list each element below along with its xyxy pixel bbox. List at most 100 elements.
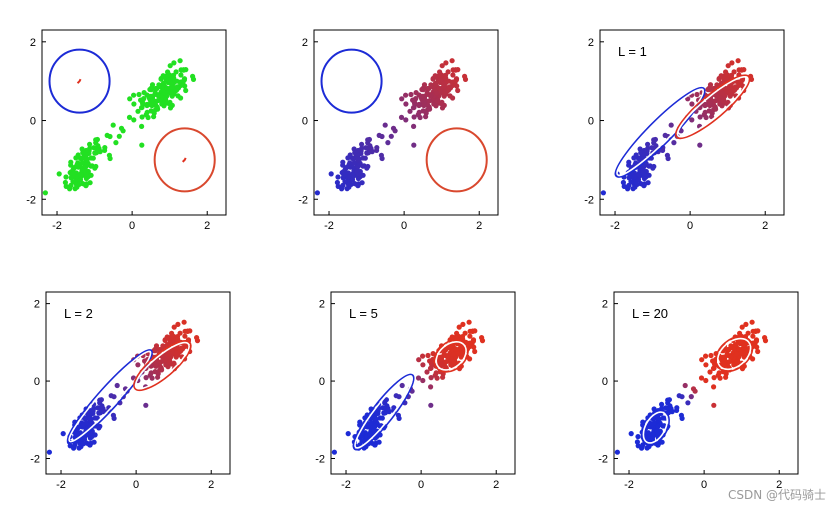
data-point [180, 82, 186, 88]
data-point [725, 99, 731, 105]
data-point [165, 78, 171, 84]
data-point [351, 160, 357, 166]
data-point [703, 377, 709, 384]
data-point [745, 330, 751, 336]
data-point [762, 338, 769, 344]
data-point [631, 155, 637, 161]
data-point [148, 370, 154, 376]
data-point [724, 347, 731, 353]
data-point [162, 98, 168, 104]
data-point [96, 145, 102, 151]
data-point [60, 431, 66, 437]
x-tick-label: 2 [493, 479, 499, 491]
y-tick-label: 2 [34, 299, 40, 311]
data-point [67, 443, 73, 449]
data-point [350, 171, 356, 178]
data-point [717, 101, 723, 107]
data-point [345, 155, 351, 161]
x-tick-label: 0 [701, 479, 707, 491]
data-point [388, 133, 394, 139]
data-point [660, 145, 666, 151]
data-point [171, 360, 177, 366]
data-point [368, 420, 374, 426]
data-point [732, 342, 739, 348]
data-point [614, 449, 621, 455]
data-point [372, 415, 378, 421]
data-point [94, 136, 100, 143]
x-tick-label: 0 [418, 479, 424, 491]
data-point [424, 369, 430, 375]
data-point [750, 333, 756, 339]
data-point [407, 108, 413, 114]
data-point [372, 442, 378, 448]
data-point [626, 182, 632, 188]
watermark: CSDN @代码骑士 [727, 488, 826, 502]
data-point [711, 365, 717, 371]
data-point [662, 132, 668, 138]
data-point [426, 98, 432, 104]
data-point [167, 105, 174, 111]
data-point [143, 402, 149, 408]
data-point [739, 77, 746, 83]
y-tick-label: 2 [30, 37, 36, 49]
data-point [437, 78, 443, 84]
data-point [76, 424, 82, 430]
data-point [83, 155, 89, 161]
data-point [120, 128, 126, 134]
blue-gaussian-ellipse [642, 411, 669, 444]
data-point [718, 73, 724, 79]
red-gaussian-ellipse [435, 341, 467, 371]
data-point [344, 164, 350, 170]
data-point [335, 174, 341, 180]
data-point [70, 179, 76, 185]
data-point [434, 98, 440, 104]
data-point [158, 359, 164, 365]
data-point [396, 415, 402, 421]
data-point [367, 431, 373, 437]
data-point [162, 90, 168, 96]
data-point [699, 357, 705, 363]
data-point [187, 328, 193, 334]
data-point [63, 174, 69, 180]
data-point [453, 346, 459, 352]
x-tick-label: 0 [687, 220, 693, 232]
data-point [621, 183, 627, 189]
data-point [689, 101, 695, 107]
data-point [314, 190, 320, 196]
data-point [689, 117, 695, 123]
data-point [737, 339, 743, 345]
data-point [455, 87, 461, 94]
data-point [755, 328, 761, 334]
data-point [359, 141, 365, 147]
data-point [706, 108, 712, 114]
data-point [456, 324, 462, 330]
data-point [431, 101, 437, 107]
data-point [131, 117, 137, 123]
data-point [393, 393, 399, 399]
y-tick-label: 0 [588, 116, 594, 128]
data-point [160, 354, 166, 360]
data-point [455, 67, 461, 73]
data-point [711, 384, 717, 390]
data-point [703, 362, 709, 368]
data-point [628, 179, 634, 185]
data-point [452, 82, 458, 88]
data-point [345, 431, 351, 437]
data-point [448, 362, 454, 368]
data-point [441, 81, 447, 87]
y-tick-label: -2 [584, 194, 594, 206]
blue-gaussian-ellipse [354, 375, 413, 449]
data-point [116, 133, 122, 139]
data-point [467, 333, 473, 339]
data-point [734, 359, 740, 365]
data-point [433, 370, 439, 376]
data-point [728, 343, 734, 349]
data-point [139, 123, 145, 129]
data-point [479, 338, 486, 344]
data-point [147, 86, 153, 93]
data-point [424, 86, 430, 92]
data-point [446, 84, 452, 90]
y-tick-label: 0 [34, 376, 40, 388]
x-tick-label: 0 [401, 220, 407, 232]
data-point [703, 353, 709, 359]
